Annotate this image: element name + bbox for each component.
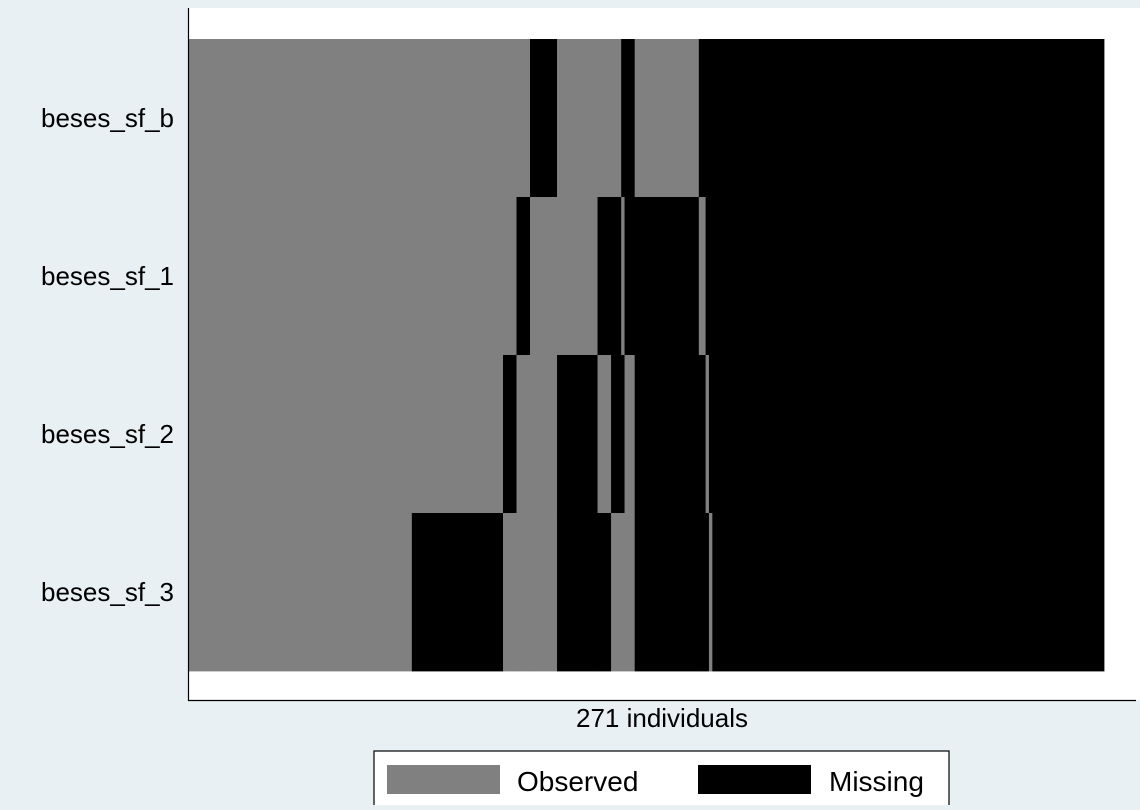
cell-beses_sf_b-seg10: [634, 39, 700, 198]
cell-beses_sf_b-seg14: [712, 39, 1105, 198]
cell-beses_sf_1-seg9: [624, 197, 636, 356]
cell-beses_sf_2-seg0: [189, 355, 413, 514]
cell-beses_sf_1-seg5: [557, 197, 598, 356]
cell-beses_sf_2-seg10: [634, 355, 700, 514]
cell-beses_sf_1-seg10: [634, 197, 700, 356]
cell-beses_sf_1-seg13: [708, 197, 713, 356]
cell-beses_sf_1-seg0: [189, 197, 413, 356]
y-tick-label-beses_sf_2: beses_sf_2: [41, 419, 174, 449]
cell-beses_sf_3-seg14: [712, 513, 1105, 672]
cell-beses_sf_1-seg6: [597, 197, 612, 356]
cell-beses_sf_3-seg11: [698, 513, 706, 672]
y-tick-label-beses_sf_b: beses_sf_b: [41, 103, 174, 133]
legend: Observed Missing: [373, 750, 950, 808]
cell-beses_sf_b-seg3: [516, 39, 531, 198]
legend-swatch-observed: [387, 765, 500, 794]
cell-beses_sf_2-seg2: [503, 355, 517, 514]
legend-label-observed: Observed: [517, 766, 638, 797]
cell-beses_sf_1-seg11: [698, 197, 706, 356]
cell-beses_sf_2-seg14: [712, 355, 1105, 514]
cell-beses_sf_b-seg8: [621, 39, 625, 198]
y-tick-label-beses_sf_3: beses_sf_3: [41, 577, 174, 607]
cell-beses_sf_3-seg13: [708, 513, 713, 672]
x-axis-title: 271 individuals: [576, 703, 748, 733]
cell-beses_sf_b-seg9: [624, 39, 636, 198]
cell-beses_sf_b-seg4: [530, 39, 558, 198]
cell-beses_sf_2-seg13: [708, 355, 713, 514]
cell-beses_sf_1-seg1: [411, 197, 504, 356]
cells-layer: [189, 39, 1105, 672]
cell-beses_sf_b-seg13: [708, 39, 713, 198]
cell-beses_sf_b-seg5: [557, 39, 598, 198]
cell-beses_sf_3-seg12: [705, 513, 710, 672]
legend-swatch-missing: [698, 765, 811, 794]
cell-beses_sf_1-seg7: [611, 197, 622, 356]
cell-beses_sf_2-seg6: [597, 355, 612, 514]
cell-beses_sf_3-seg6: [597, 513, 612, 672]
cell-beses_sf_1-seg4: [530, 197, 558, 356]
cell-beses_sf_3-seg7: [611, 513, 622, 672]
cell-beses_sf_2-seg8: [621, 355, 625, 514]
cell-beses_sf_b-seg7: [611, 39, 622, 198]
cell-beses_sf_b-seg12: [705, 39, 710, 198]
cell-beses_sf_3-seg0: [189, 513, 413, 672]
y-tick-label-beses_sf_1: beses_sf_1: [41, 261, 174, 291]
cell-beses_sf_3-seg9: [624, 513, 636, 672]
cell-beses_sf_2-seg1: [411, 355, 504, 514]
cell-beses_sf_2-seg3: [516, 355, 531, 514]
cell-beses_sf_1-seg3: [516, 197, 531, 356]
cell-beses_sf_2-seg4: [530, 355, 558, 514]
cell-beses_sf_b-seg0: [189, 39, 413, 198]
cell-beses_sf_1-seg12: [705, 197, 710, 356]
cell-beses_sf_3-seg1: [411, 513, 504, 672]
cell-beses_sf_b-seg1: [411, 39, 504, 198]
cell-beses_sf_1-seg2: [503, 197, 517, 356]
cell-beses_sf_2-seg9: [624, 355, 636, 514]
cell-beses_sf_2-seg5: [557, 355, 598, 514]
y-axis-labels: beses_sf_b beses_sf_1 beses_sf_2 beses_sf_3: [41, 103, 174, 607]
cell-beses_sf_3-seg2: [503, 513, 517, 672]
legend-label-missing: Missing: [829, 766, 924, 797]
cell-beses_sf_2-seg7: [611, 355, 622, 514]
cell-beses_sf_2-seg12: [705, 355, 710, 514]
cell-beses_sf_1-seg14: [712, 197, 1105, 356]
cell-beses_sf_3-seg5: [557, 513, 598, 672]
cell-beses_sf_2-seg11: [698, 355, 706, 514]
cell-beses_sf_b-seg6: [597, 39, 612, 198]
cell-beses_sf_3-seg8: [621, 513, 625, 672]
cell-beses_sf_3-seg10: [634, 513, 700, 672]
cell-beses_sf_b-seg11: [698, 39, 706, 198]
cell-beses_sf_b-seg2: [503, 39, 517, 198]
cell-beses_sf_1-seg8: [621, 197, 625, 356]
cell-beses_sf_3-seg3: [516, 513, 531, 672]
cell-beses_sf_3-seg4: [530, 513, 558, 672]
